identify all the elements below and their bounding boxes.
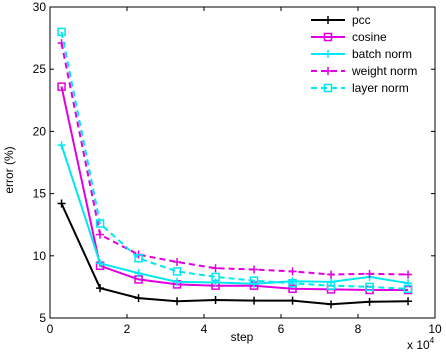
data-point-pcc bbox=[211, 295, 220, 304]
data-point-layer-norm bbox=[288, 278, 297, 288]
data-point-batch-norm bbox=[96, 259, 105, 268]
data-point-pcc bbox=[250, 296, 259, 305]
y-tick-label: 30 bbox=[33, 0, 47, 14]
legend-label: batch norm bbox=[352, 47, 412, 61]
y-tick-label: 20 bbox=[33, 124, 47, 138]
series-layer-norm bbox=[57, 27, 413, 294]
legend-swatch-marker bbox=[323, 32, 333, 42]
data-point-pcc bbox=[365, 297, 374, 306]
data-point-weight-norm bbox=[250, 265, 259, 274]
data-point-layer-norm bbox=[211, 272, 220, 282]
y-tick-label: 10 bbox=[33, 249, 47, 263]
legend-item-weight-norm: weight norm bbox=[311, 64, 417, 78]
legend-item-batch-norm: batch norm bbox=[311, 47, 412, 61]
plot-area bbox=[57, 27, 413, 309]
x-axis-label: step bbox=[231, 330, 254, 344]
series-line-batch-norm bbox=[60, 144, 409, 285]
y-tick-label: 15 bbox=[33, 187, 47, 201]
data-point-pcc bbox=[173, 297, 182, 306]
x-tick-label: 0 bbox=[47, 322, 54, 336]
legend-item-layer-norm: layer norm bbox=[311, 81, 409, 95]
data-point-weight-norm bbox=[288, 267, 297, 276]
y-axis-label: error (%) bbox=[2, 146, 16, 193]
x-tick-label: 4 bbox=[201, 322, 208, 336]
series-line-pcc bbox=[60, 203, 409, 306]
data-point-pcc bbox=[404, 297, 413, 306]
data-point-weight-norm bbox=[173, 258, 182, 267]
series-line-weight-norm bbox=[60, 42, 409, 276]
data-point-weight-norm bbox=[96, 230, 105, 239]
data-point-layer-norm bbox=[172, 267, 182, 276]
data-point-pcc bbox=[134, 294, 143, 303]
legend-swatch-marker bbox=[324, 67, 332, 75]
x-tick-label: 10 bbox=[428, 322, 442, 336]
legend-item-pcc: pcc bbox=[311, 13, 371, 27]
data-point-layer-norm bbox=[57, 27, 66, 37]
series-line-cosine bbox=[60, 86, 409, 291]
data-point-weight-norm bbox=[365, 269, 374, 278]
x-tick-label: 6 bbox=[278, 322, 285, 336]
data-point-pcc bbox=[327, 300, 336, 309]
legend-label: cosine bbox=[352, 30, 387, 44]
data-point-layer-norm bbox=[249, 276, 259, 285]
series-pcc bbox=[57, 199, 413, 309]
data-point-weight-norm bbox=[327, 270, 336, 279]
y-tick-label: 25 bbox=[33, 62, 47, 76]
series-line-layer-norm bbox=[60, 31, 409, 290]
data-point-layer-norm bbox=[134, 254, 143, 263]
data-point-pcc bbox=[288, 296, 297, 305]
data-point-layer-norm bbox=[326, 281, 336, 290]
legend-swatch-marker bbox=[324, 16, 332, 24]
y-tick-label: 5 bbox=[39, 311, 46, 325]
data-point-pcc bbox=[57, 199, 66, 208]
data-point-cosine bbox=[57, 82, 66, 91]
x-tick-label: 2 bbox=[124, 322, 131, 336]
data-point-batch-norm bbox=[173, 277, 182, 286]
data-point-batch-norm bbox=[134, 269, 143, 278]
legend: pcc cosine batch norm weight norm layer norm bbox=[311, 13, 417, 95]
data-point-weight-norm bbox=[211, 264, 220, 273]
legend-label: layer norm bbox=[352, 81, 409, 95]
legend-label: pcc bbox=[352, 13, 371, 27]
x-axis-multiplier: x 104 bbox=[407, 336, 435, 352]
legend-item-cosine: cosine bbox=[311, 30, 387, 44]
axes-frame bbox=[49, 6, 436, 319]
data-point-layer-norm bbox=[365, 282, 374, 292]
data-point-batch-norm bbox=[57, 141, 66, 150]
data-point-layer-norm bbox=[403, 284, 413, 294]
legend-label: weight norm bbox=[351, 64, 417, 78]
data-point-weight-norm bbox=[404, 270, 413, 279]
axes: 0 2 4 6 8 10 5 10 15 20 25 30 bbox=[33, 0, 442, 336]
x-tick-label: 8 bbox=[355, 322, 362, 336]
data-point-layer-norm bbox=[95, 219, 105, 228]
data-point-pcc bbox=[96, 284, 105, 293]
x-multiplier-exponent: 4 bbox=[430, 336, 435, 345]
x-multiplier-base: x 10 bbox=[407, 338, 430, 352]
legend-swatch-marker bbox=[323, 83, 333, 93]
legend-swatch-marker bbox=[324, 50, 332, 58]
